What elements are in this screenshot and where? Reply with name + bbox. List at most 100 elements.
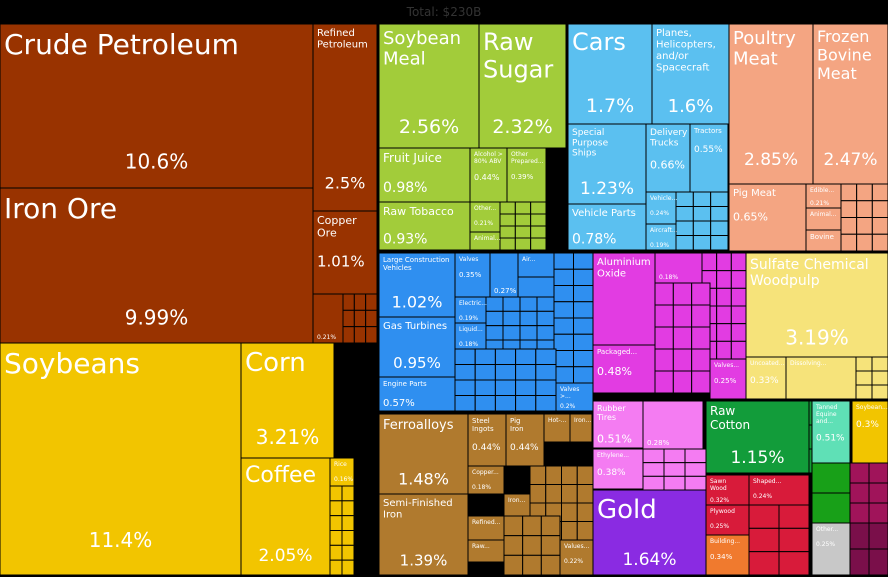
tile-label-alcohol-80-abv-12-0: Alcohol > (474, 151, 503, 158)
filler-cell-21-1-0 (868, 522, 888, 550)
tile-value-corn-6: 3.21% (256, 425, 320, 449)
tile-label-valves-43-0: Valves... (714, 362, 739, 369)
tile-value-ferroalloys-47: 1.48% (398, 469, 449, 488)
filler-cell-2-1-3 (341, 530, 355, 546)
filler-cell-10-1-1 (474, 364, 496, 381)
tile-label-large-construction-vehicles-31-1: Vehicles (383, 264, 412, 272)
filler-cell-8-2-1 (519, 310, 538, 327)
filler-cell-2-1-5 (341, 559, 355, 576)
tile-cars-17 (567, 23, 653, 125)
tile-iron-ore-1 (0, 187, 314, 344)
tile-value-soybeans-5: 11.4% (89, 528, 153, 552)
tile-tanned-equine-and-63 (811, 400, 851, 464)
tile-value-engine-parts-38: 0.57% (383, 398, 415, 409)
tile-value-valves-43: 0.25% (714, 377, 737, 385)
tile-value-refined-petroleum-2: 2.5% (325, 174, 366, 193)
tile-planes-helicopters-and-or-spacecraft-18 (651, 23, 730, 125)
filler-cell-0-2-1 (365, 309, 378, 328)
tile-label-valves-39-0: Valves (560, 386, 579, 393)
tile-label-special-purpose-ships-19-2: Ships (572, 149, 597, 159)
filler-cell-18-0-0 (748, 504, 780, 529)
tile-special-purpose-ships-19 (567, 123, 647, 205)
filler-cell-5-0-3 (840, 233, 858, 252)
tile-value-plywood-67: 0.25% (710, 523, 729, 530)
filler-cell-10-1-2 (474, 379, 496, 396)
tile-value-raw-cotton-62: 1.15% (730, 448, 784, 468)
tile-label-ethylene-60-0: Ethylene... (597, 452, 629, 459)
tile-value-coffee-7: 2.05% (258, 546, 312, 566)
filler-cell-9-1-1 (573, 268, 594, 286)
tile-label-air-34-0: Air... (522, 256, 536, 263)
filler-cell-19-0-1 (811, 492, 851, 524)
tile-iron-53 (503, 493, 531, 517)
tile-value-0-27-33: 0.27% (494, 287, 517, 295)
filler-cell-3-2-2 (530, 225, 547, 239)
filler-cell-10-0-2 (454, 379, 476, 396)
tile-value-edible-28: 0.21% (810, 200, 829, 207)
filler-cell-9-0-4 (553, 317, 574, 335)
tile-value-copper-52: 0.18% (472, 484, 491, 491)
filler-cell-2-0-1 (329, 500, 343, 517)
filler-cell-8-3-2 (536, 325, 555, 341)
filler-cell-8-3-0 (536, 296, 555, 312)
filler-cell-11-1-1 (716, 270, 732, 289)
tile-label-sawn-wood-65-1: Wood (710, 485, 727, 492)
filler-cell-16-2-2 (684, 475, 707, 491)
filler-cell-10-2-0 (494, 348, 517, 365)
tile-label-soybean-meal-9-0: Soybean (383, 28, 461, 49)
filler-cell-5-2-2 (871, 217, 888, 235)
tile-value-valves-32: 0.35% (459, 271, 482, 279)
filler-cell-14-2-2 (561, 502, 578, 522)
tile-label-edible-28-0: Edible... (810, 187, 834, 194)
tile-label-alcohol-80-abv-12-1: 80% ABV (474, 158, 502, 165)
tile-label-rubber-tires-58-1: Tires (596, 413, 616, 422)
filler-cell-4-0-0 (675, 191, 694, 207)
filler-cell-0-0-2 (342, 326, 355, 344)
tile-value-aircraft-24: 0.19% (650, 242, 669, 249)
filler-cell-15-0-1 (503, 535, 524, 556)
tile-label-aluminium-oxide-40-1: Oxide (597, 269, 626, 280)
tile-raw-tobacco-14 (378, 201, 471, 251)
tile-0-18-41 (654, 252, 703, 284)
filler-cell-4-0-1 (675, 206, 694, 222)
tile-label-liquid-36-0: Liquid... (459, 326, 483, 333)
filler-cell-18-1-0 (778, 504, 810, 529)
tile-label-copper-52-0: Copper... (472, 469, 499, 476)
tile-label-coffee-7-0: Coffee (245, 463, 316, 488)
filler-cell-11-2-2 (730, 287, 747, 307)
filler-cell-3-0-3 (499, 237, 516, 251)
chart-title: Total: $230B (406, 5, 482, 19)
tile-label-vehicle-parts-22-0: Vehicle Parts (572, 208, 636, 219)
filler-cell-10-4-2 (535, 379, 557, 396)
filler-cell-2-0-2 (329, 515, 343, 532)
filler-cell-5-0-2 (840, 217, 858, 235)
tile-air-34 (517, 252, 555, 278)
tile-label-raw-cotton-62-1: Cotton (710, 418, 750, 432)
filler-cell-10-0-0 (454, 348, 476, 365)
filler-cell-20-1-1 (868, 482, 888, 504)
tile-value-rice-8: 0.16% (334, 476, 353, 483)
filler-cell-10-2-2 (494, 379, 517, 396)
tile-value-copper-ore-3: 1.01% (317, 252, 365, 270)
filler-cell-4-2-2 (710, 220, 729, 236)
tile-fruit-juice-11 (378, 147, 471, 203)
filler-cell-12-0-1 (654, 304, 674, 328)
tile-value-tractors-21: 0.55% (694, 145, 723, 155)
tile-packaged-42 (592, 344, 656, 394)
filler-cell-8-1-1 (502, 310, 521, 327)
filler-cell-5-2-3 (871, 233, 888, 252)
tile-value-poultry-meat-25: 2.85% (744, 150, 798, 170)
filler-cell-9-1-4 (573, 317, 594, 335)
tile-other-69 (811, 522, 851, 576)
tile-label-hot-50-0: Hot-... (548, 417, 567, 424)
filler-cell-10-2-1 (494, 364, 517, 381)
filler-cell-11-2-1 (730, 270, 747, 289)
filler-cell-19-0-0 (811, 462, 851, 494)
tile-label-animal-16-0: Animal... (474, 235, 501, 242)
filler-cell-11-1-3 (716, 305, 732, 325)
filler-cell-15-1-0 (522, 515, 542, 537)
tile-label-shaped-66-0: Shaped... (753, 478, 781, 485)
tile-crude-petroleum-0 (0, 23, 314, 189)
tile-label-frozen-bovine-meat-26-0: Frozen (817, 27, 869, 46)
tile-other-15 (469, 201, 501, 233)
